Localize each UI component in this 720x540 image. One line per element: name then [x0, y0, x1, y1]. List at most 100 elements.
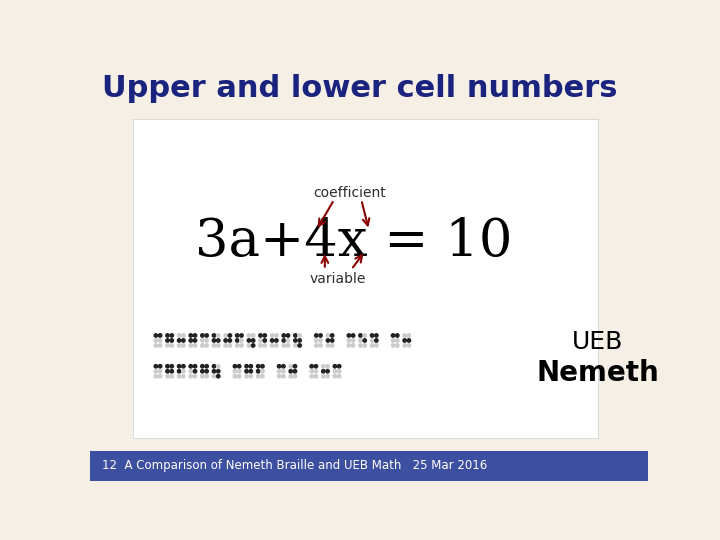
Circle shape — [326, 344, 330, 347]
Circle shape — [177, 339, 181, 342]
Circle shape — [351, 344, 355, 347]
Circle shape — [233, 369, 237, 373]
Circle shape — [277, 364, 281, 368]
Circle shape — [249, 375, 253, 378]
Circle shape — [319, 344, 323, 347]
Circle shape — [205, 334, 208, 337]
Circle shape — [193, 369, 197, 373]
Circle shape — [289, 375, 292, 378]
Circle shape — [277, 369, 281, 373]
Circle shape — [238, 369, 241, 373]
Circle shape — [256, 364, 260, 368]
Circle shape — [275, 344, 278, 347]
Circle shape — [235, 339, 239, 342]
Circle shape — [282, 364, 285, 368]
Circle shape — [370, 344, 374, 347]
Circle shape — [189, 369, 192, 373]
Circle shape — [251, 339, 255, 342]
Circle shape — [314, 369, 318, 373]
Circle shape — [205, 375, 208, 378]
Circle shape — [240, 334, 243, 337]
Circle shape — [201, 369, 204, 373]
Circle shape — [403, 334, 406, 337]
Circle shape — [217, 369, 220, 373]
Circle shape — [359, 334, 362, 337]
Circle shape — [228, 334, 232, 337]
Circle shape — [392, 344, 395, 347]
Circle shape — [310, 369, 313, 373]
Circle shape — [338, 369, 341, 373]
Circle shape — [193, 334, 197, 337]
Circle shape — [228, 344, 232, 347]
Circle shape — [359, 344, 362, 347]
Circle shape — [181, 334, 185, 337]
Circle shape — [374, 334, 378, 337]
Circle shape — [245, 375, 248, 378]
Circle shape — [189, 375, 192, 378]
Text: 3a+4x = 10: 3a+4x = 10 — [195, 217, 512, 267]
Circle shape — [245, 369, 248, 373]
Circle shape — [166, 339, 169, 342]
Circle shape — [271, 344, 274, 347]
Circle shape — [326, 369, 329, 373]
Circle shape — [205, 339, 208, 342]
Text: coefficient: coefficient — [313, 186, 386, 200]
Text: Nemeth: Nemeth — [536, 359, 659, 387]
Circle shape — [258, 344, 262, 347]
Circle shape — [170, 375, 174, 378]
Circle shape — [181, 375, 185, 378]
Circle shape — [251, 344, 255, 347]
Circle shape — [201, 375, 204, 378]
Circle shape — [189, 344, 192, 347]
Circle shape — [282, 369, 285, 373]
Circle shape — [212, 334, 216, 337]
Circle shape — [212, 369, 216, 373]
Circle shape — [177, 344, 181, 347]
Circle shape — [181, 344, 185, 347]
Circle shape — [271, 334, 274, 337]
Circle shape — [287, 344, 289, 347]
Circle shape — [181, 369, 185, 373]
Circle shape — [319, 339, 323, 342]
Circle shape — [212, 339, 216, 342]
Circle shape — [166, 375, 169, 378]
Circle shape — [177, 369, 181, 373]
Circle shape — [322, 369, 325, 373]
Circle shape — [314, 375, 318, 378]
Circle shape — [158, 369, 162, 373]
Circle shape — [338, 364, 341, 368]
Circle shape — [166, 344, 169, 347]
Circle shape — [158, 334, 162, 337]
Circle shape — [245, 364, 248, 368]
Circle shape — [212, 344, 216, 347]
Circle shape — [294, 334, 297, 337]
Circle shape — [271, 339, 274, 342]
Circle shape — [177, 364, 181, 368]
Circle shape — [201, 334, 204, 337]
Circle shape — [351, 334, 355, 337]
Circle shape — [275, 334, 278, 337]
Circle shape — [256, 369, 260, 373]
Circle shape — [193, 375, 197, 378]
Circle shape — [363, 344, 366, 347]
Circle shape — [294, 344, 297, 347]
Bar — [132, 119, 598, 438]
Circle shape — [224, 344, 228, 347]
Circle shape — [315, 344, 318, 347]
Circle shape — [193, 344, 197, 347]
Bar — [90, 451, 648, 481]
Circle shape — [326, 339, 330, 342]
Circle shape — [289, 369, 292, 373]
Circle shape — [158, 364, 162, 368]
Circle shape — [374, 344, 378, 347]
Circle shape — [154, 369, 158, 373]
Circle shape — [233, 375, 237, 378]
Circle shape — [333, 369, 337, 373]
Circle shape — [293, 375, 297, 378]
Circle shape — [249, 364, 253, 368]
Circle shape — [392, 339, 395, 342]
Circle shape — [238, 364, 241, 368]
Circle shape — [330, 339, 334, 342]
Circle shape — [193, 364, 197, 368]
Circle shape — [235, 334, 239, 337]
